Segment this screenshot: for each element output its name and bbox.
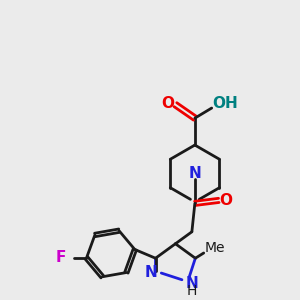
Text: O: O (161, 96, 174, 111)
Text: F: F (56, 250, 66, 266)
Text: N: N (188, 166, 201, 181)
Text: N: N (186, 276, 199, 291)
Text: OH: OH (212, 96, 238, 111)
Text: H: H (187, 284, 197, 298)
Text: Me: Me (205, 241, 225, 255)
Text: O: O (219, 193, 232, 208)
Text: N: N (145, 265, 158, 280)
